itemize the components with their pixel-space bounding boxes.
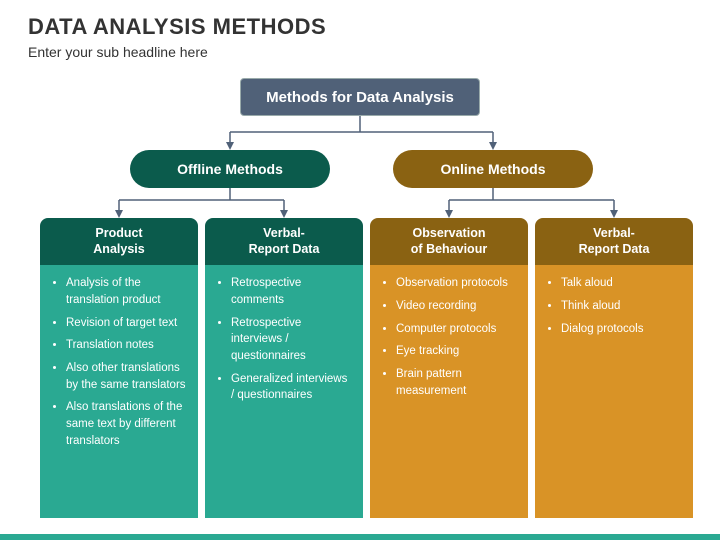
list-item: Computer protocols [396,321,516,338]
list-item: Eye tracking [396,343,516,360]
card-header: Verbal-Report Data [535,218,693,265]
list-item: Revision of target text [66,315,186,332]
card-list: Retrospective comments Retrospective inte… [205,265,363,424]
card-header: Observationof Behaviour [370,218,528,265]
list-item: Retrospective interviews / questionnaire… [231,315,351,365]
card-list: Analysis of the translation product Revis… [40,265,198,469]
diagram-canvas: Methods for Data Analysis Offline Method… [0,0,720,540]
list-item: Brain pattern measurement [396,366,516,399]
list-item: Talk aloud [561,275,681,292]
card-observation: Observationof Behaviour Observation prot… [370,218,528,518]
list-item: Translation notes [66,337,186,354]
footer-accent-bar [0,534,720,540]
list-item: Dialog protocols [561,321,681,338]
list-item: Think aloud [561,298,681,315]
list-item: Also other translations by the same tran… [66,360,186,393]
branch-offline: Offline Methods [130,150,330,188]
list-item: Retrospective comments [231,275,351,308]
card-list: Talk aloud Think aloud Dialog protocols [535,265,693,357]
list-item: Also translations of the same text by di… [66,399,186,449]
list-item: Generalized interviews / questionnaires [231,371,351,404]
card-verbal-offline: Verbal-Report Data Retrospective comment… [205,218,363,518]
card-list: Observation protocols Video recording Comp… [370,265,528,419]
branch-online: Online Methods [393,150,593,188]
list-item: Analysis of the translation product [66,275,186,308]
card-verbal-online: Verbal-Report Data Talk aloud Think aloud… [535,218,693,518]
card-header: ProductAnalysis [40,218,198,265]
card-product-analysis: ProductAnalysis Analysis of the translat… [40,218,198,518]
root-node: Methods for Data Analysis [240,78,480,116]
list-item: Observation protocols [396,275,516,292]
list-item: Video recording [396,298,516,315]
card-header: Verbal-Report Data [205,218,363,265]
